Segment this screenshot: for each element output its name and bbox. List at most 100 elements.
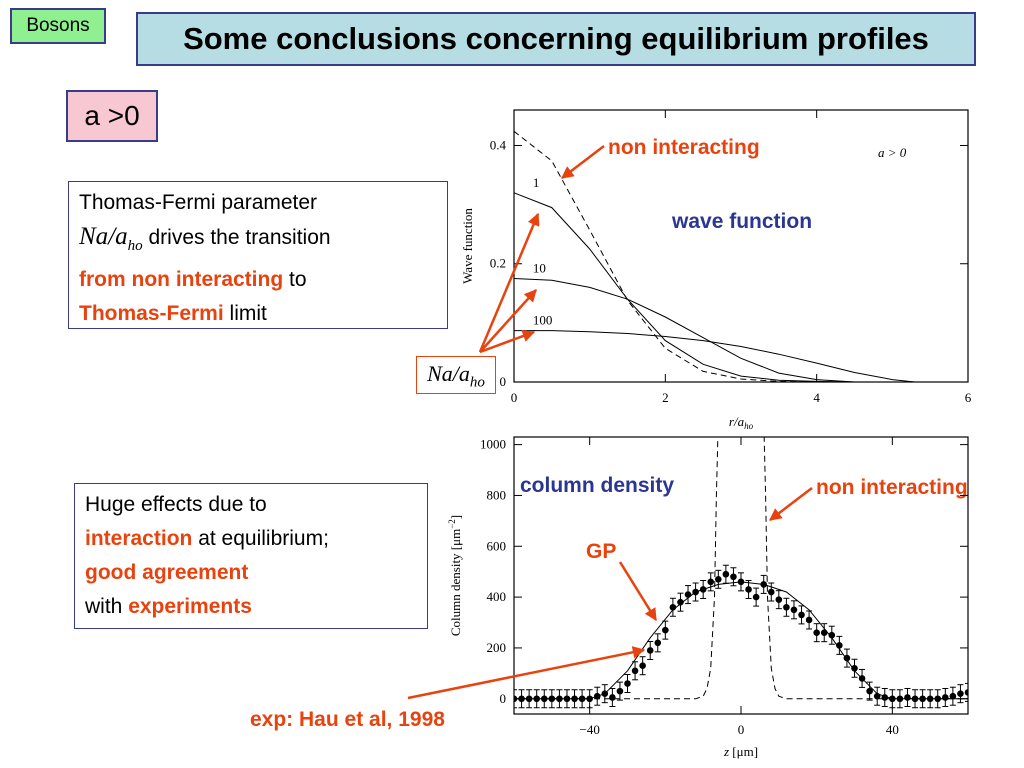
eff-line4: with experiments (85, 595, 252, 618)
density-data-point (904, 687, 911, 707)
density-y-tick-label: 1000 (480, 437, 506, 452)
density-x-tick-label: −40 (579, 722, 599, 737)
density-data-point (518, 689, 525, 709)
density-data-point (805, 610, 813, 630)
density-data-point (563, 689, 571, 709)
density-data-point (767, 582, 775, 602)
density-data-point (669, 597, 677, 617)
wave-curve-10 (513, 278, 855, 383)
wave-curve-0 (513, 130, 817, 383)
wave-curve-1 (513, 192, 855, 383)
eff-line1: Huge effects due to (85, 493, 267, 516)
density-data-point (919, 689, 926, 709)
wave-curve-label-1: 1 (533, 175, 540, 190)
density-data-point (525, 689, 533, 709)
density-data-point (873, 686, 881, 706)
density-data-point (578, 689, 586, 709)
wave-function-texts: 0 2 4 6 0 0.2 0.4 1 10 100 a > 0 r/aho Wave function (460, 137, 972, 431)
eff-line3: good agreement (85, 561, 249, 584)
density-data-point (692, 582, 699, 602)
density-data-point (624, 674, 631, 694)
density-data-point (851, 658, 858, 678)
wave-function-chart: 0 2 4 6 0 0.2 0.4 1 10 100 a > 0 r/aho Wave function (460, 109, 972, 431)
wave-x-tick-label: 4 (813, 390, 820, 405)
wave-x-axis-label: r/aho (729, 414, 754, 431)
density-data-point (760, 574, 767, 594)
density-data-point (631, 661, 639, 681)
density-data-point (514, 689, 518, 709)
density-data-point (881, 687, 889, 707)
density-data-point (586, 689, 593, 709)
wave-x-tick-label: 6 (965, 390, 972, 405)
density-y-tick-label: 600 (487, 538, 507, 553)
density-data-point (828, 625, 836, 645)
density-data-point (836, 635, 843, 655)
wave-curve-100 (514, 330, 916, 383)
eff-line2: interaction at equilibrium; (85, 527, 329, 550)
density-data-point (654, 633, 662, 653)
wave-y-tick-label: 0.4 (490, 137, 507, 152)
density-data-point (722, 564, 730, 584)
experiment-reference-label: exp: Hau et al, 1998 (250, 708, 445, 731)
density-data-point (556, 689, 563, 709)
wave-y-axis-label: Wave function (460, 208, 475, 284)
density-data-point (964, 682, 968, 702)
slide-title: Some conclusions concerning equilibrium … (136, 12, 976, 66)
density-data-point (616, 681, 624, 701)
density-data-point (790, 600, 798, 620)
density-data-point (715, 569, 722, 589)
density-data-point (949, 686, 957, 706)
arrow-non-interacting-top (561, 145, 605, 179)
density-data-point (646, 640, 654, 660)
density-data-point (896, 689, 904, 709)
density-data-point (662, 620, 669, 640)
wave-function-plot-frame (513, 109, 969, 383)
density-data-point (911, 689, 919, 709)
density-data-point (783, 597, 790, 617)
density-data-point (699, 579, 707, 599)
density-data-point (843, 648, 851, 668)
density-data-point (601, 684, 609, 704)
density-curve-non-interacting (514, 437, 968, 700)
na-over-aho-box: Na/aho (416, 356, 496, 394)
wave-curve-label-100: 100 (533, 313, 553, 328)
density-data-point (533, 689, 540, 709)
column-density-label: column density (520, 474, 675, 497)
density-data-point (775, 590, 783, 610)
density-data-point (813, 623, 820, 643)
section-tag: Bosons (10, 8, 106, 44)
density-y-tick-label: 0 (500, 691, 507, 706)
density-data-point (609, 687, 616, 707)
density-data-point (548, 689, 556, 709)
wave-curve-label-10: 10 (533, 261, 546, 276)
density-data-point (798, 605, 805, 625)
arrow-non-interacting-bottom (769, 487, 813, 521)
density-x-tick-label: 40 (886, 722, 899, 737)
tf-line2: Na/aho drives the transition (79, 223, 331, 254)
annotation-arrows (407, 145, 813, 700)
density-data-point (889, 689, 896, 709)
wave-annotation: a > 0 (878, 145, 907, 160)
arrow-na-10 (479, 289, 537, 353)
density-data-point (593, 686, 601, 706)
condition-badge: a >0 (66, 90, 158, 142)
tf-line1: Thomas-Fermi parameter (79, 191, 318, 214)
tf-parameter-math: Na/aho (79, 223, 143, 254)
density-data-point (942, 687, 949, 707)
density-y-tick-label: 200 (487, 640, 507, 655)
density-data-point (730, 567, 737, 587)
density-data-point (934, 689, 942, 709)
density-data-point (858, 668, 866, 688)
tf-line4: Thomas-Fermi limit (79, 302, 267, 325)
arrow-na-1 (478, 212, 540, 353)
density-data-point (926, 689, 934, 709)
wave-x-tick-label: 2 (662, 390, 669, 405)
density-y-tick-label: 800 (487, 487, 507, 502)
column-density-curves (514, 437, 968, 709)
density-data-point (677, 592, 684, 612)
density-data-point (820, 623, 828, 643)
density-data-point (957, 684, 964, 704)
arrow-na-100 (479, 330, 536, 354)
